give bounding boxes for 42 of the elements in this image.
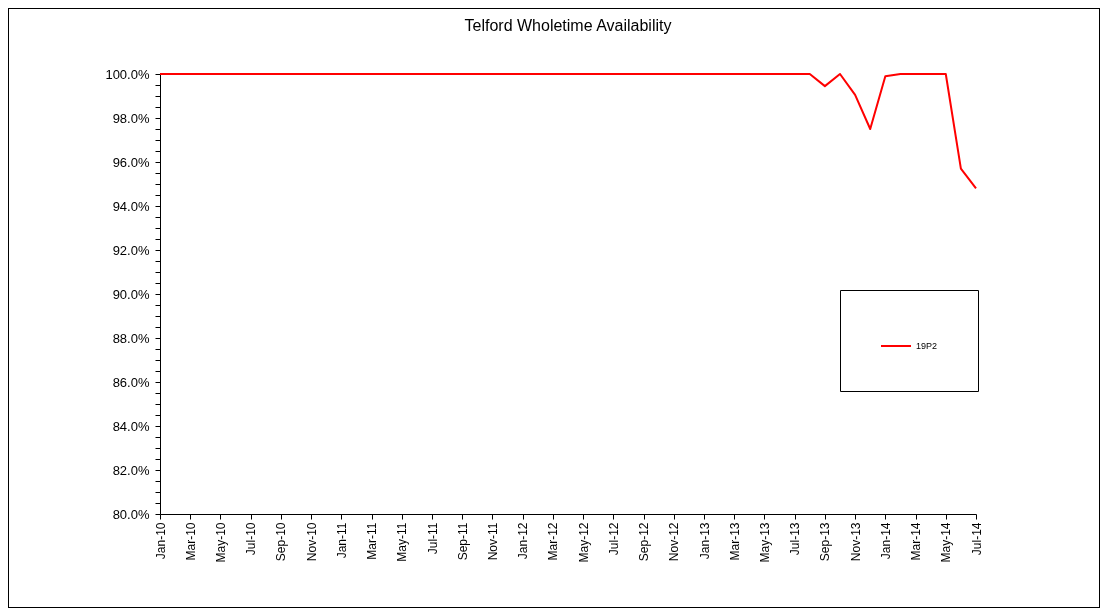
x-tick-label: Jan-12 — [516, 522, 531, 560]
x-tick-label: Jan-13 — [697, 522, 712, 560]
y-tick-label: 96.0% — [112, 154, 150, 170]
x-tick-label: Mar-10 — [183, 522, 198, 561]
y-tick-label: 94.0% — [112, 198, 150, 214]
legend-label: 19P2 — [916, 341, 938, 351]
x-tick-label: Jul-12 — [606, 522, 621, 556]
y-tick-label: 84.0% — [112, 418, 150, 434]
x-tick-label: Jul-11 — [425, 522, 440, 555]
x-tick-label: Sep-13 — [818, 522, 833, 562]
x-tick-label: Nov-10 — [304, 522, 319, 562]
x-tick-label: Nov-13 — [848, 522, 863, 562]
x-tick-label: Mar-12 — [546, 522, 561, 561]
x-tick-label: Mar-11 — [365, 522, 380, 560]
y-tick-label: 90.0% — [112, 286, 150, 302]
chart-title: Telford Wholetime Availability — [464, 17, 672, 34]
x-tick-label: Sep-11 — [455, 522, 470, 561]
x-tick-label: Mar-14 — [909, 522, 924, 561]
line-series — [159, 73, 977, 190]
x-tick-label: Jan-11 — [334, 522, 349, 559]
x-tick-label: Jan-14 — [878, 522, 893, 560]
x-tick-label: Jul-13 — [788, 522, 803, 556]
x-tick-label: Sep-12 — [637, 522, 652, 562]
x-tick-label: May-12 — [576, 522, 591, 563]
x-tick-label: Jul-10 — [244, 522, 259, 556]
x-tick-label: May-13 — [757, 522, 772, 563]
y-tick-label: 86.0% — [112, 374, 150, 390]
y-tick-label: 80.0% — [112, 506, 150, 522]
x-tick-label: Sep-10 — [274, 522, 289, 562]
x-tick-label: Nov-11 — [485, 522, 500, 561]
x-tick-label: Jul-14 — [969, 522, 984, 556]
y-tick-label: 98.0% — [112, 110, 150, 126]
x-tick-label: Jan-10 — [153, 522, 168, 560]
x-tick-label: Mar-13 — [727, 522, 742, 561]
x-tick-label: May-14 — [939, 522, 954, 563]
x-tick-label: May-10 — [213, 522, 228, 563]
y-tick-label: 82.0% — [112, 462, 150, 478]
y-tick-label: 88.0% — [112, 330, 150, 346]
y-tick-label: 100.0% — [105, 66, 150, 82]
x-tick-label: May-11 — [395, 522, 410, 562]
y-tick-label: 92.0% — [112, 242, 150, 258]
x-tick-label: Nov-12 — [667, 522, 682, 562]
